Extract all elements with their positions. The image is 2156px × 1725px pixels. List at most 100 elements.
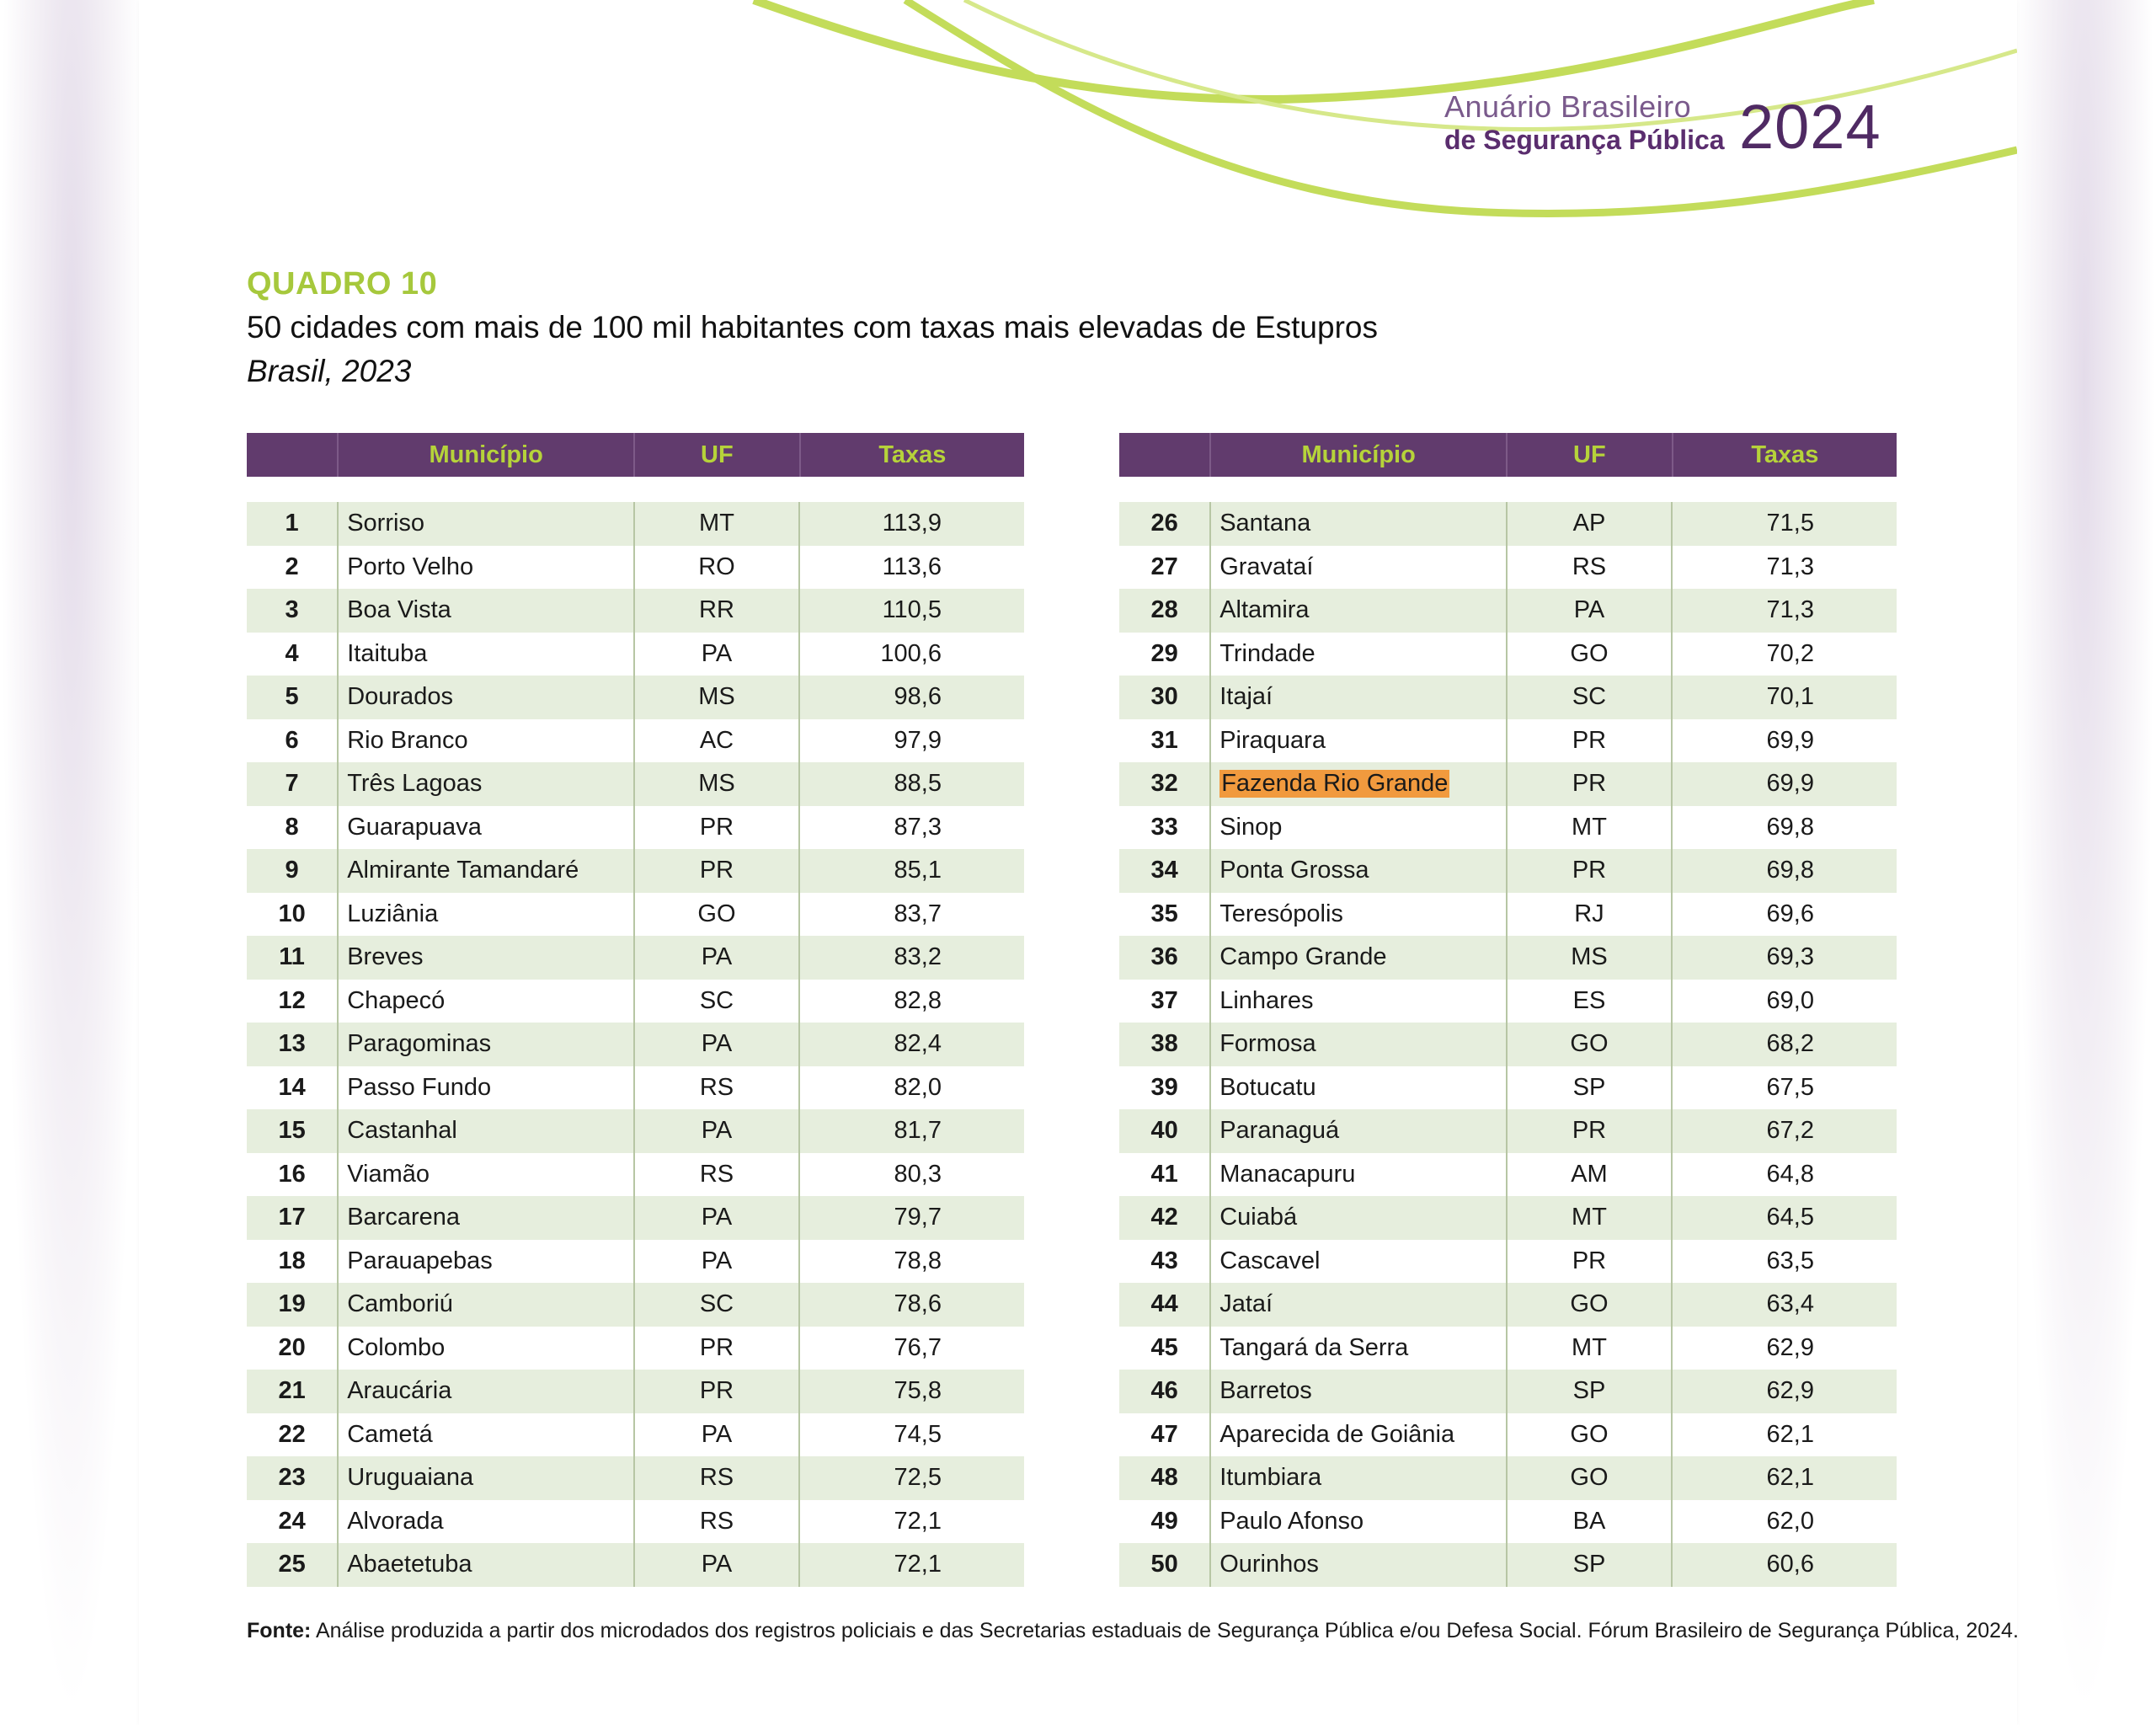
taxa-cell-text: 69,8 [1766,857,1814,884]
municipio-cell-text: Chapecó [347,986,446,1014]
table-row: 47 Aparecida de Goiânia GO 62,1 [1119,1413,1897,1456]
taxa-cell-text: 63,4 [1766,1290,1814,1318]
uf-cell: PR [1508,718,1673,762]
rank-cell-text: 39 [1150,1073,1178,1101]
uf-cell: PA [635,1413,801,1456]
taxa-cell: 74,5 [800,1413,1024,1457]
municipio-cell: Ponta Grossa [1211,849,1508,893]
document-page: Anuário Brasileiro de Segurança Pública … [139,0,2019,1725]
municipio-cell: Passo Fundo [339,1065,635,1109]
taxa-cell: 78,8 [800,1240,1024,1284]
taxa-cell-text: 98,6 [894,683,942,711]
uf-cell: PA [635,1543,801,1587]
uf-cell: SP [1508,1370,1673,1413]
header-municipio: Município [1211,433,1508,477]
uf-cell: SP [1508,1065,1673,1109]
taxa-cell: 82,4 [800,1023,1024,1066]
municipio-cell: Guarapuava [339,805,635,849]
uf-cell: RJ [1508,892,1673,936]
table-row: 18 Parauapebas PA 78,8 [247,1239,1024,1284]
table-row: 49 Paulo Afonso BA 62,0 [1119,1499,1897,1543]
rank-cell: 36 [1119,936,1212,980]
municipio-cell-text: Itumbiara [1219,1464,1322,1492]
uf-cell-text: SC [699,1290,734,1318]
rank-cell: 24 [247,1499,339,1543]
brand-line-2: de Segurança Pública [1444,125,1725,155]
rank-cell-text: 46 [1150,1377,1178,1405]
uf-cell-text: PR [699,857,734,884]
municipio-cell: Altamira [1211,589,1508,633]
municipio-cell-text: Uruguaiana [347,1464,474,1492]
uf-cell-text: GO [1570,1464,1609,1492]
table-row: 6 Rio Branco AC 97,9 [247,718,1024,762]
uf-cell-text: GO [1570,639,1609,667]
taxa-cell: 64,8 [1673,1153,1897,1197]
uf-cell: PA [1508,589,1673,633]
taxa-cell-text: 62,1 [1766,1464,1814,1492]
taxa-cell-text: 69,9 [1766,770,1814,798]
table-row: 26 Santana AP 71,5 [1119,502,1897,546]
rank-cell-text: 10 [278,900,306,927]
taxa-cell-text: 85,1 [894,857,942,884]
municipio-cell: Tangará da Serra [1211,1326,1508,1370]
taxa-cell-text: 110,5 [882,596,942,624]
quadro-label: QUADRO 10 [247,266,438,302]
rank-cell-text: 24 [278,1507,306,1535]
table-row: 8 Guarapuava PR 87,3 [247,805,1024,849]
uf-cell-text: PR [1572,857,1607,884]
taxa-cell-text: 82,0 [894,1073,942,1101]
municipio-cell-text: Paranaguá [1219,1117,1340,1145]
municipio-cell: Almirante Tamandaré [339,849,635,893]
uf-cell: GO [1508,1283,1673,1327]
uf-cell: PR [635,805,801,849]
uf-cell: RS [635,1065,801,1109]
municipio-cell-text: Formosa [1219,1030,1316,1058]
municipio-cell: Itumbiara [1211,1456,1508,1500]
taxa-cell: 67,5 [1673,1066,1897,1110]
rank-cell: 16 [247,1152,339,1196]
table-row: 12 Chapecó SC 82,8 [247,979,1024,1023]
taxa-cell: 63,5 [1673,1240,1897,1284]
rank-cell: 41 [1119,1152,1212,1196]
municipio-cell-text: Santana [1219,510,1311,537]
uf-cell: MS [635,676,801,719]
uf-cell: AP [1508,502,1673,546]
rank-cell: 30 [1119,676,1212,719]
rank-cell-text: 13 [278,1030,306,1058]
taxa-cell: 62,9 [1673,1370,1897,1413]
taxa-cell-text: 74,5 [894,1420,942,1448]
rank-cell: 18 [247,1239,339,1283]
table-row: 16 Viamão RS 80,3 [247,1152,1024,1196]
municipio-cell-text: Araucária [347,1377,452,1405]
taxa-cell-text: 72,1 [894,1551,942,1578]
rank-cell-text: 29 [1150,639,1178,667]
rank-cell: 48 [1119,1456,1212,1500]
uf-cell: MS [635,762,801,806]
municipio-cell-text: Gravataí [1219,553,1314,580]
rank-cell: 2 [247,545,339,589]
table-row: 3 Boa Vista RR 110,5 [247,589,1024,633]
table-row: 13 Paragominas PA 82,4 [247,1023,1024,1066]
taxa-cell: 113,9 [800,502,1024,546]
uf-cell-text: RS [699,1160,734,1188]
municipio-cell: Dourados [339,676,635,719]
uf-cell-text: MT [1572,813,1607,841]
municipio-cell: Botucatu [1211,1065,1508,1109]
brand-line-1: Anuário Brasileiro [1444,89,1692,124]
taxa-cell: 98,6 [800,676,1024,719]
uf-cell-text: SP [1572,1551,1606,1578]
rank-cell-text: 16 [278,1160,306,1188]
taxa-cell: 113,6 [800,546,1024,590]
taxa-cell-text: 76,7 [894,1333,942,1361]
municipio-cell: Camboriú [339,1283,635,1327]
uf-cell: AC [635,718,801,762]
uf-cell: BA [1508,1499,1673,1543]
uf-cell-text: PA [701,1117,733,1145]
rank-cell-text: 45 [1150,1333,1178,1361]
municipio-cell: Ourinhos [1211,1543,1508,1587]
rank-cell: 3 [247,589,339,633]
rank-cell-text: 31 [1150,726,1178,754]
uf-cell: RS [635,1499,801,1543]
table-row: 4 Itaituba PA 100,6 [247,632,1024,676]
taxa-cell-text: 60,6 [1766,1551,1814,1578]
